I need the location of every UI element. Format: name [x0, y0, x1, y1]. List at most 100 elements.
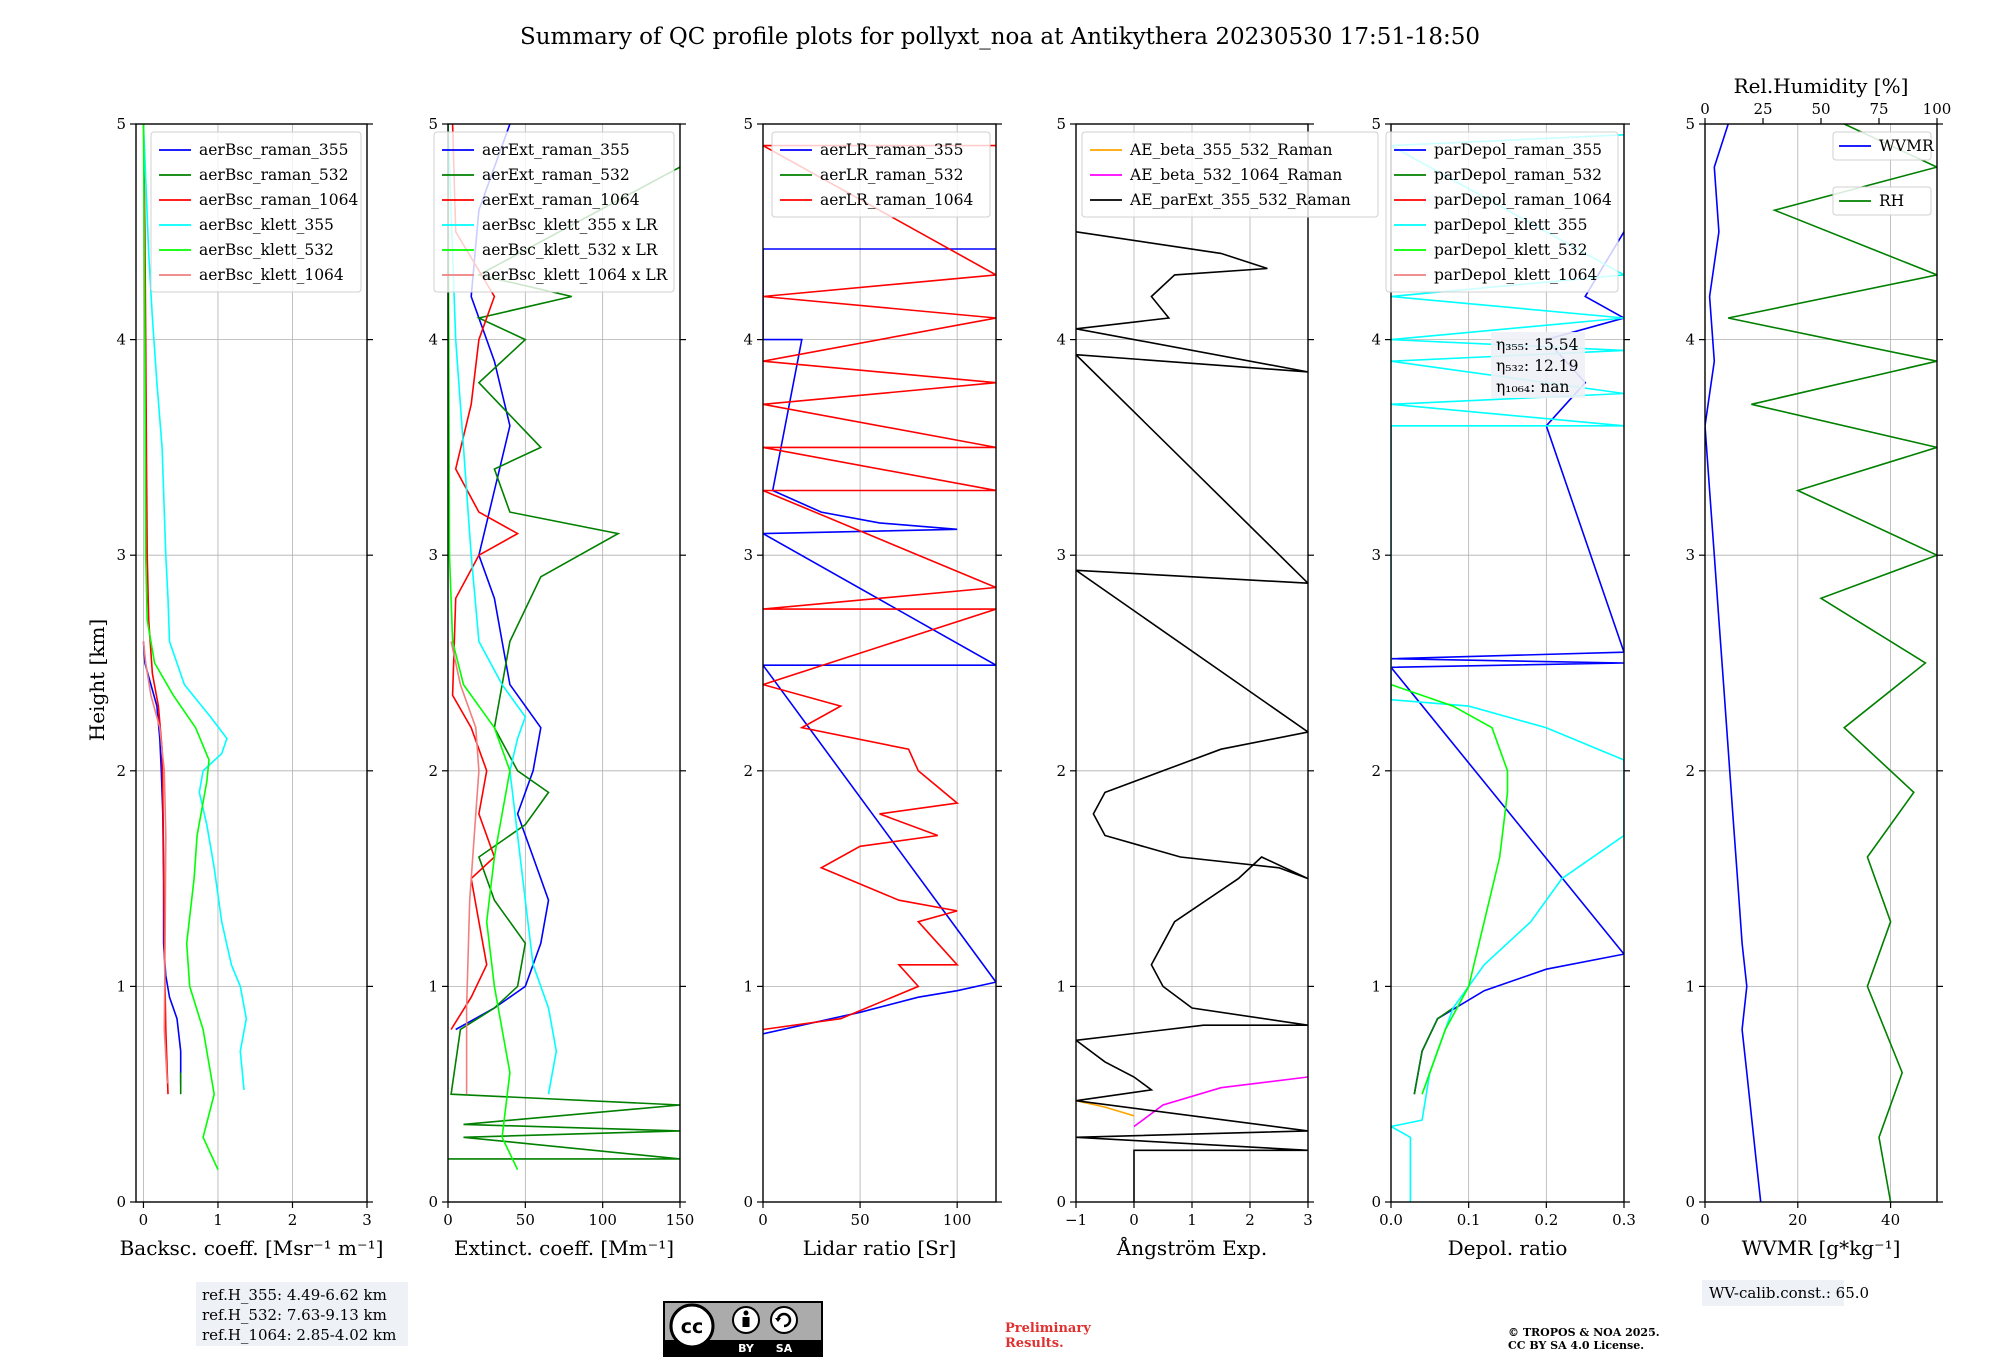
ref-heights-box: ref.H_355: 4.49-6.62 km ref.H_532: 7.63-…: [196, 1282, 408, 1346]
y-tick-label: 1: [1371, 977, 1381, 995]
legend-label: aerLR_raman_532: [820, 166, 963, 184]
legend-label: aerExt_raman_532: [482, 166, 630, 184]
panel-1: 0 1 2 3 0 1 2 3 4 5 Backsc. coeff. [Msr⁻¹ m⁻¹] aerB…: [116, 115, 383, 1260]
legend-label: parDepol_raman_1064: [1434, 191, 1612, 209]
y-tick-label: 3: [1685, 546, 1695, 564]
copyright-line-2: CC BY SA 4.0 License.: [1508, 1339, 1644, 1352]
x-tick-label: 50: [516, 1211, 535, 1229]
x-tick-label: 0.0: [1379, 1211, 1403, 1229]
x-tick-label: 2: [288, 1211, 298, 1229]
series-line-aerLR_raman_355: [763, 248, 996, 1035]
x-tick-label: 0: [1129, 1211, 1139, 1229]
series-line-parDepol_raman_532: [1413, 1007, 1454, 1095]
series-line-WVMR: [1705, 124, 1762, 1202]
legend-label: parDepol_raman_532: [1434, 166, 1602, 184]
badge-by-label: BY: [738, 1342, 755, 1355]
series-line-parDepol_klett_532: [1391, 683, 1509, 1095]
cc-by-sa-badge: cc BY SA: [663, 1301, 823, 1357]
sa-share-alike-icon: [770, 1306, 798, 1334]
series-line-AE_beta_532_1064_Raman: [1133, 1076, 1308, 1128]
y-tick-label: 0: [1685, 1193, 1695, 1211]
axes-frame: [1390, 123, 1625, 1203]
y-tick-label: 1: [428, 977, 438, 995]
y-axis-label: Height [km]: [85, 619, 109, 741]
y-tick-label: 5: [116, 115, 126, 133]
series-line-AE_beta_355_532_Raman: [1076, 1099, 1135, 1117]
legend-label: aerExt_raman_355: [482, 141, 630, 159]
axes-frame: [1075, 123, 1309, 1203]
legend-label: parDepol_raman_355: [1434, 141, 1602, 159]
legend-box: [1832, 186, 1932, 216]
y-tick-label: 4: [428, 331, 438, 349]
legend-label: aerBsc_klett_355: [199, 216, 334, 234]
legend-label: AE_beta_532_1064_Raman: [1129, 166, 1342, 184]
top-x-tick-label: 50: [1811, 100, 1830, 118]
y-tick-label: 1: [116, 977, 126, 995]
x-tick-label: 3: [362, 1211, 372, 1229]
y-tick-label: 4: [743, 331, 753, 349]
y-tick-label: 3: [1056, 546, 1066, 564]
annotation-box: [1491, 332, 1585, 398]
y-tick-label: 5: [1371, 115, 1381, 133]
x-tick-label: 0.1: [1457, 1211, 1481, 1229]
series-line-aerExt_raman_532: [448, 166, 680, 1160]
x-tick-label: −1: [1065, 1211, 1087, 1229]
series-line-aerLR_raman_1064: [763, 144, 996, 1031]
legend-box: [1385, 131, 1619, 293]
series-line-aerBsc_klett_355 x LR: [448, 124, 558, 1095]
panel-3: 0 50 100 0 1 2 3 4 5 Lidar ratio [Sr] aerLR_raman_…: [743, 115, 1002, 1260]
x-axis-label: Backsc. coeff. [Msr⁻¹ m⁻¹]: [120, 1236, 384, 1260]
annotation-line: η₅₃₂: 12.19: [1496, 357, 1578, 375]
legend-box: [150, 131, 362, 293]
x-axis-label: Depol. ratio: [1448, 1236, 1568, 1260]
panels: 0 1 2 3 0 1 2 3 4 5 Backsc. coeff. [Msr⁻¹ m⁻¹] aerB…: [116, 74, 1951, 1260]
x-tick-label: 0: [758, 1211, 768, 1229]
cc-icon-text: cc: [681, 1316, 704, 1338]
y-tick-label: 0: [1056, 1193, 1066, 1211]
series-line-RH: [1728, 124, 1937, 1202]
panel-6: 0 20 40 0 1 2 3 4 5 WVMR [g*kg⁻¹] 0 25 50 75 100 Rel.Hu…: [1685, 74, 1951, 1260]
panel-5: 0.0 0.1 0.2 0.3 0 1 2 3 4 5 Depol. ratio parDepol_r…: [1371, 115, 1635, 1260]
panel-2: 0 50 100 150 0 1 2 3 4 5 Extinct. coeff. [Mm⁻¹] aer…: [428, 115, 694, 1260]
y-tick-label: 4: [116, 331, 126, 349]
cc-icon: [669, 1303, 715, 1349]
series-line-aerBsc_klett_532 x LR: [448, 124, 519, 1171]
y-tick-label: 1: [743, 977, 753, 995]
x-tick-label: 1: [1187, 1211, 1197, 1229]
y-tick-label: 2: [1685, 762, 1695, 780]
top-x-tick-label: 75: [1869, 100, 1888, 118]
wv-calib-text: WV-calib.const.: 65.0: [1709, 1284, 1869, 1302]
legend-label: AE_parExt_355_532_Raman: [1129, 191, 1351, 209]
legend-label: aerExt_raman_1064: [482, 191, 640, 209]
figure-title: Summary of QC profile plots for pollyxt_…: [520, 24, 1480, 50]
y-tick-label: 1: [1685, 977, 1695, 995]
x-axis-label: Extinct. coeff. [Mm⁻¹]: [454, 1236, 674, 1260]
y-tick-label: 0: [428, 1193, 438, 1211]
series-line-aerBsc_klett_1064 x LR: [450, 641, 480, 1095]
x-axis-label: WVMR [g*kg⁻¹]: [1742, 1236, 1901, 1260]
preliminary-line-1: Preliminary: [1005, 1321, 1091, 1336]
series-line-parDepol_raman_355: [1391, 231, 1624, 1095]
axes-frame: [762, 123, 997, 1203]
y-tick-label: 2: [743, 762, 753, 780]
y-tick-label: 3: [1371, 546, 1381, 564]
legend-label: aerBsc_raman_532: [199, 166, 349, 184]
top-axis-label: Rel.Humidity [%]: [1734, 74, 1909, 98]
y-tick-label: 2: [1371, 762, 1381, 780]
top-x-tick-label: 100: [1923, 100, 1952, 118]
x-tick-label: 40: [1881, 1211, 1900, 1229]
x-tick-label: 0: [139, 1211, 149, 1229]
legend-label: aerBsc_raman_1064: [199, 191, 359, 209]
x-tick-label: 2: [1245, 1211, 1255, 1229]
series-line-aerBsc_klett_1064: [142, 641, 169, 1084]
legend-box: [771, 131, 991, 218]
y-tick-label: 5: [1056, 115, 1066, 133]
ref-height-532: ref.H_532: 7.63-9.13 km: [202, 1306, 387, 1324]
series-line-aerBsc_raman_355: [142, 641, 182, 1084]
series-line-aerBsc_raman_1064: [142, 124, 169, 1095]
series-line-aerBsc_klett_355: [142, 124, 248, 1090]
legend-label: aerBsc_klett_532 x LR: [482, 241, 659, 259]
top-x-tick-label: 25: [1753, 100, 1772, 118]
legend-label: aerLR_raman_355: [820, 141, 963, 159]
